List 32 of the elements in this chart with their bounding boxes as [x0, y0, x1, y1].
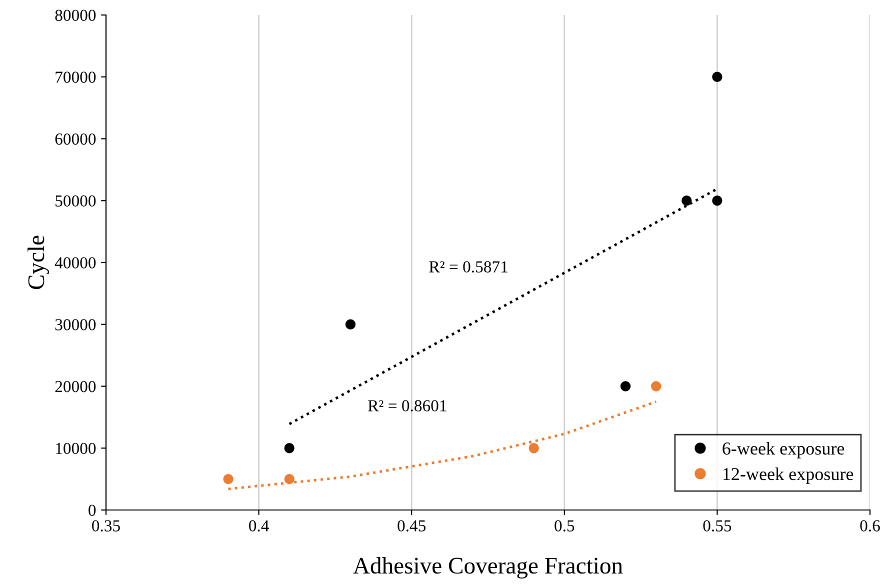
- x-tick-label: 0.6: [860, 520, 880, 532]
- y-tick-label: 20000: [55, 380, 96, 392]
- y-axis-title: Cycle: [28, 236, 50, 290]
- point: [223, 474, 234, 484]
- line-series: [226, 400, 658, 490]
- y-tick-label: 40000: [54, 257, 96, 268]
- x-tick-label: 0.5: [554, 520, 574, 532]
- y-tick-label: 60000: [55, 133, 96, 145]
- annotation: R² = 0.8601: [368, 400, 446, 412]
- x-tick-label: 0.4: [249, 520, 269, 532]
- point: [650, 381, 662, 392]
- point: [284, 443, 294, 454]
- y-tick-label: 10000: [56, 442, 96, 454]
- annotation: R² = 0.5871: [429, 261, 508, 273]
- x-tick-label: 0.55: [703, 520, 732, 532]
- y-tick-label: 70000: [56, 72, 96, 83]
- y-tick-label: 0: [88, 504, 96, 516]
- y-tick-label: 80000: [55, 10, 96, 21]
- x-tick-label: 0.45: [398, 520, 426, 532]
- y-tick-label: 30000: [55, 319, 96, 330]
- point: [712, 196, 722, 206]
- point: [620, 381, 631, 392]
- point: [284, 474, 294, 484]
- point: [528, 443, 539, 454]
- x-axis-title: Adhesive Coverage Fraction: [353, 557, 623, 579]
- x-tick-label: 0.35: [92, 520, 120, 532]
- point: [682, 196, 692, 206]
- legend-label: 12-week exposure: [723, 467, 854, 484]
- y-tick-label: 50000: [56, 195, 96, 207]
- point: [712, 72, 722, 82]
- legend-label: 6-week exposure: [722, 442, 844, 458]
- point: [345, 319, 356, 330]
